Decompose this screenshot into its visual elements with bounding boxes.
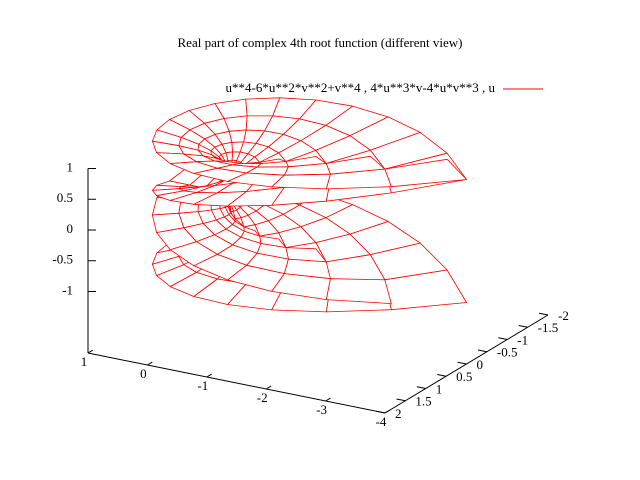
y-tick: [477, 349, 487, 353]
x-tick: [384, 409, 391, 414]
y-tick-label: 1: [436, 381, 443, 396]
x-tick-label: 1: [81, 354, 88, 369]
x-tick-label: -2: [257, 390, 268, 405]
y-tick-label: 1.5: [415, 394, 431, 409]
x-tick-label: -1: [197, 378, 208, 393]
x-tick: [325, 397, 331, 402]
z-tick-label: 0.5: [57, 190, 73, 205]
y-tick: [538, 312, 549, 316]
x-tick: [147, 361, 153, 366]
x-tick-label: -3: [316, 402, 327, 417]
z-tick-label: -1: [62, 282, 73, 297]
y-tick-label: -1.5: [538, 320, 559, 335]
y-tick-label: 0.5: [456, 369, 472, 384]
z-tick-label: -0.5: [52, 252, 73, 267]
y-tick: [498, 337, 508, 340]
x-tick-label: 0: [140, 366, 147, 381]
y-tick-label: -2: [558, 308, 569, 323]
y-tick: [396, 398, 406, 402]
y-tick: [518, 324, 528, 328]
x-tick-label: -4: [376, 414, 387, 429]
y-tick-label: 0: [477, 357, 484, 372]
legend-label: u**4-6*u**2*v**2+v**4 , 4*u**3*v-4*u*v**…: [226, 80, 496, 95]
surface: [151, 97, 467, 313]
surface-cell: [193, 253, 247, 281]
y-tick: [457, 361, 467, 365]
y-tick-label: 2: [395, 406, 402, 421]
x-tick: [265, 385, 272, 390]
surface-cell: [271, 173, 331, 190]
y-tick-label: -1: [517, 332, 528, 347]
x-tick: [87, 349, 94, 354]
z-tick-label: 1: [67, 159, 74, 174]
y-tick: [437, 373, 447, 377]
x-axis: [87, 352, 386, 414]
y-tick: [375, 410, 386, 414]
z-tick-label: 0: [67, 221, 74, 236]
x-tick: [206, 373, 212, 378]
y-tick: [416, 386, 426, 389]
surface-cell: [325, 278, 392, 305]
chart-title: Real part of complex 4th root function (…: [178, 35, 463, 50]
y-tick-label: -0.5: [497, 345, 518, 360]
